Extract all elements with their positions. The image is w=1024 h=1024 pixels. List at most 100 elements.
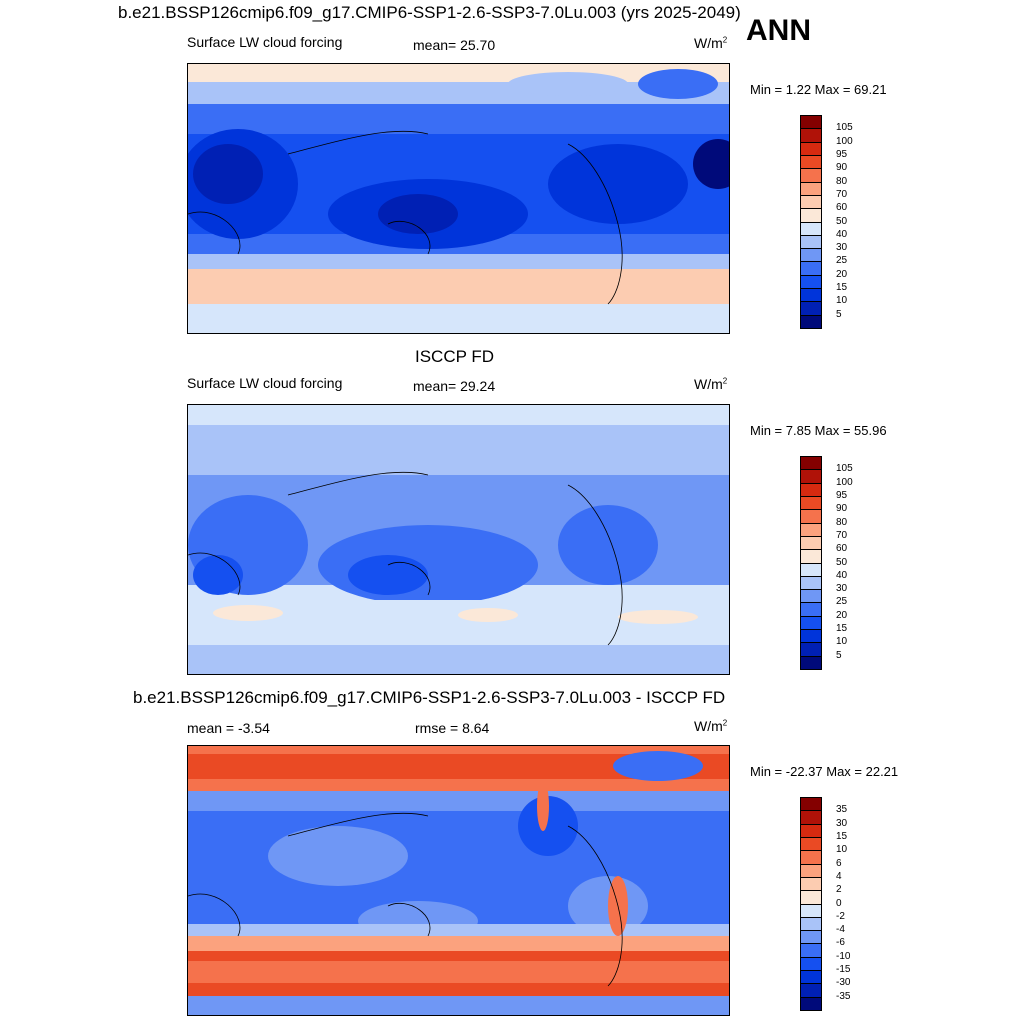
colorbar-tick-label: 2 [836, 884, 842, 896]
panel-3-minmax: Min = -22.37 Max = 22.21 [750, 764, 899, 779]
panel-2-colorbar: 5 10 15 20 25 30 40 50 60 70 80 90 95 100 105 [800, 456, 853, 670]
colorbar-tick-label: 70 [836, 188, 848, 200]
colorbar-cell [800, 956, 822, 972]
colorbar-tick-label: 5 [836, 308, 842, 320]
colorbar-tick-label: 10 [836, 295, 848, 307]
colorbar-tick-label: 95 [836, 489, 848, 501]
panel-3-mean-label: mean = -3.54 [187, 720, 270, 736]
colorbar-cell [800, 943, 822, 958]
panel-2-map [187, 404, 730, 675]
colorbar-tick-label: 15 [836, 282, 848, 294]
colorbar-tick-label: 60 [836, 543, 848, 555]
colorbar-cell [800, 194, 822, 210]
colorbar-tick-label: 25 [836, 255, 848, 267]
colorbar-tick-label: -15 [836, 964, 851, 976]
colorbar-cell [800, 168, 822, 183]
colorbar-tick-label: 95 [836, 148, 848, 160]
colorbar-tick-label: -6 [836, 937, 845, 949]
colorbar-tick-label: 4 [836, 870, 842, 882]
colorbar-tick-label: 25 [836, 596, 848, 608]
colorbar-cell [800, 836, 822, 852]
colorbar-cell [800, 208, 822, 223]
colorbar-cell [800, 589, 822, 604]
colorbar-tick-label: 15 [836, 623, 848, 635]
colorbar-cell [800, 930, 822, 945]
colorbar-cell [800, 602, 822, 617]
colorbar-cell [800, 996, 822, 1011]
colorbar-tick-label: 6 [836, 857, 842, 869]
colorbar-tick-label: 20 [836, 609, 848, 621]
colorbar-cell [800, 248, 822, 263]
panel-2-mean-label: mean= 29.24 [413, 378, 496, 394]
colorbar-tick-label: 10 [836, 636, 848, 648]
colorbar-cell [800, 221, 822, 236]
colorbar-cell [800, 575, 822, 591]
colorbar-cell [800, 535, 822, 551]
panel-3-colorbar: -35 -30 -15 -10 -6 -4 -2 0 2 4 6 10 15 30 35 [800, 797, 850, 1011]
colorbar-tick-label: 105 [836, 463, 853, 475]
colorbar-tick-label: 105 [836, 122, 853, 134]
panel-1-minmax: Min = 1.22 Max = 69.21 [750, 82, 887, 97]
colorbar-tick-label: 80 [836, 175, 848, 187]
colorbar-tick-label: 30 [836, 242, 848, 254]
colorbar-cell [800, 903, 822, 918]
colorbar-tick-label: -35 [836, 990, 851, 1002]
colorbar-tick-label: 40 [836, 569, 848, 581]
colorbar-tick-label: 20 [836, 268, 848, 280]
colorbar-tick-label: -2 [836, 910, 845, 922]
colorbar-cell [800, 850, 822, 865]
colorbar-tick-label: 100 [836, 476, 853, 488]
colorbar-cell [800, 261, 822, 276]
panel-2-title: ISCCP FD [415, 347, 495, 366]
panel-2-variable-label: Surface LW cloud forcing [187, 375, 343, 391]
colorbar-cell [800, 810, 822, 825]
colorbar-cell [800, 141, 822, 156]
colorbar-tick-label: 50 [836, 556, 848, 568]
colorbar-cell [800, 288, 822, 303]
colorbar-tick-label: 15 [836, 830, 848, 842]
colorbar-cell [800, 655, 822, 670]
panel-1-map [187, 63, 730, 334]
colorbar-tick-label: 10 [836, 844, 848, 856]
colorbar-tick-label: 90 [836, 162, 848, 174]
colorbar-cell [800, 549, 822, 564]
colorbar-cell [800, 823, 822, 838]
panel-3-rmse-label: rmse = 8.64 [415, 720, 490, 736]
panel-1-units: W/m2 [694, 35, 728, 51]
panel-2-minmax: Min = 7.85 Max = 55.96 [750, 423, 887, 438]
colorbar-cell [800, 890, 822, 905]
colorbar-cell [800, 615, 822, 631]
colorbar-cell [800, 876, 822, 892]
colorbar-tick-label: 70 [836, 529, 848, 541]
colorbar-cell [800, 128, 822, 143]
colorbar-tick-label: -10 [836, 950, 851, 962]
panel-3-units: W/m2 [694, 718, 728, 734]
colorbar-tick-label: 35 [836, 804, 848, 816]
colorbar-tick-label: 80 [836, 516, 848, 528]
season-label: ANN [746, 14, 811, 47]
panel-1-mean-label: mean= 25.70 [413, 37, 496, 53]
panel-1-title: b.e21.BSSP126cmip6.f09_g17.CMIP6-SSP1-2.… [118, 3, 741, 22]
panel-3-map [187, 745, 730, 1016]
colorbar-tick-label: 5 [836, 649, 842, 661]
colorbar-cell [800, 495, 822, 511]
colorbar-tick-label: 40 [836, 228, 848, 240]
colorbar-tick-label: 0 [836, 897, 842, 909]
colorbar-cell [800, 456, 822, 471]
colorbar-cell [800, 797, 822, 812]
colorbar-tick-label: 30 [836, 583, 848, 595]
colorbar-tick-label: 50 [836, 215, 848, 227]
colorbar-tick-label: 60 [836, 202, 848, 214]
colorbar-cell [800, 916, 822, 932]
colorbar-cell [800, 181, 822, 196]
panel-2-units: W/m2 [694, 376, 728, 392]
colorbar-cell [800, 970, 822, 985]
panel-1-variable-label: Surface LW cloud forcing [187, 34, 343, 50]
colorbar-cell [800, 314, 822, 329]
colorbar-cell [800, 154, 822, 170]
colorbar-cell [800, 562, 822, 577]
colorbar-cell [800, 274, 822, 290]
colorbar-tick-label: 30 [836, 817, 848, 829]
colorbar-cell [800, 629, 822, 644]
colorbar-cell [800, 863, 822, 878]
